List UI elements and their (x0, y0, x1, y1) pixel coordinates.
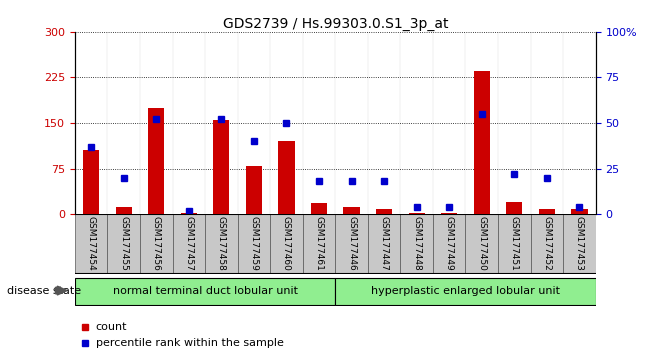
Text: GSM177449: GSM177449 (445, 216, 454, 271)
Text: normal terminal duct lobular unit: normal terminal duct lobular unit (113, 286, 298, 296)
Bar (474, 72, 490, 214)
Text: GSM177457: GSM177457 (184, 216, 193, 271)
Text: GSM177455: GSM177455 (119, 216, 128, 271)
Bar (465, 214, 498, 274)
Bar (173, 214, 205, 274)
Text: GSM177453: GSM177453 (575, 216, 584, 271)
Bar (75, 214, 107, 274)
Bar (279, 141, 294, 214)
Bar (335, 214, 368, 274)
Text: GSM177459: GSM177459 (249, 216, 258, 271)
Bar (563, 214, 596, 274)
Bar (205, 214, 238, 274)
Text: GSM177458: GSM177458 (217, 216, 226, 271)
Bar (409, 213, 425, 214)
Bar (344, 207, 359, 214)
Bar (572, 209, 588, 214)
Bar (181, 213, 197, 214)
Bar (214, 120, 230, 214)
Text: hyperplastic enlarged lobular unit: hyperplastic enlarged lobular unit (371, 286, 560, 296)
Text: disease state: disease state (7, 286, 81, 296)
Bar (311, 203, 327, 214)
Bar (376, 209, 393, 214)
Bar (83, 150, 100, 214)
Title: GDS2739 / Hs.99303.0.S1_3p_at: GDS2739 / Hs.99303.0.S1_3p_at (223, 17, 448, 31)
Bar (539, 209, 555, 214)
Text: GSM177452: GSM177452 (542, 216, 551, 271)
Bar (238, 214, 270, 274)
Bar (335, 278, 596, 305)
Text: percentile rank within the sample: percentile rank within the sample (96, 338, 284, 348)
Text: GSM177454: GSM177454 (87, 216, 96, 271)
Bar (148, 108, 165, 214)
Bar (433, 214, 465, 274)
Bar (506, 202, 522, 214)
Text: GSM177447: GSM177447 (380, 216, 389, 271)
Bar (75, 278, 335, 305)
Bar (140, 214, 173, 274)
Bar (270, 214, 303, 274)
Text: GSM177456: GSM177456 (152, 216, 161, 271)
Text: count: count (96, 322, 127, 332)
Bar (441, 213, 457, 214)
Text: GSM177461: GSM177461 (314, 216, 324, 271)
Bar (498, 214, 531, 274)
Text: GSM177451: GSM177451 (510, 216, 519, 271)
Text: GSM177450: GSM177450 (477, 216, 486, 271)
Bar (246, 166, 262, 214)
Text: GSM177460: GSM177460 (282, 216, 291, 271)
Bar (531, 214, 563, 274)
Text: GSM177448: GSM177448 (412, 216, 421, 271)
Bar (368, 214, 400, 274)
Text: GSM177446: GSM177446 (347, 216, 356, 271)
Bar (400, 214, 433, 274)
Bar (116, 207, 132, 214)
Bar (303, 214, 335, 274)
Bar (107, 214, 140, 274)
